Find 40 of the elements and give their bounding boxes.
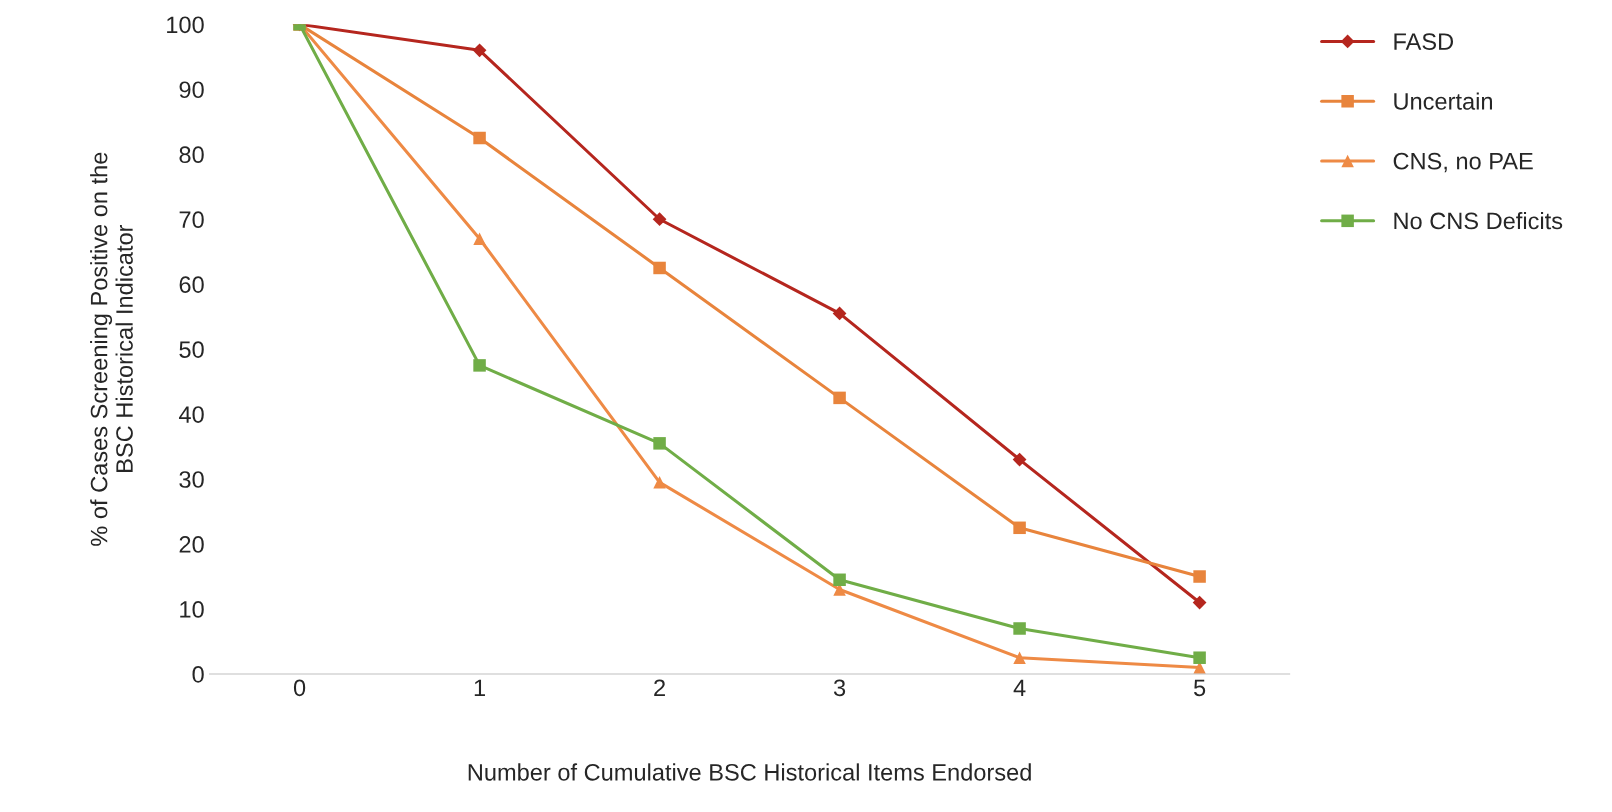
point [473, 131, 486, 145]
point [473, 232, 486, 245]
point [1012, 452, 1027, 467]
point [1013, 622, 1026, 635]
x-tick-label: 4 [1013, 679, 1026, 696]
point [1193, 651, 1206, 664]
point [473, 359, 486, 372]
y-tick-label: 100 [167, 16, 204, 34]
x-tick-label: 3 [833, 679, 846, 697]
point [833, 573, 846, 587]
point [653, 261, 666, 275]
x-axis-title: Number of Cumulative BSC Historical Items Endorsed [468, 763, 1031, 781]
point [833, 391, 846, 405]
y-tick-label: 30 [179, 471, 204, 488]
point [652, 212, 667, 227]
y-tick-label: 90 [179, 81, 204, 99]
y-tick-label: 0 [192, 666, 204, 683]
legend-label: No CNS Deficits [1394, 211, 1563, 230]
point [653, 476, 666, 489]
point [653, 437, 666, 450]
y-tick-label: 20 [179, 536, 204, 553]
x-tick-label: 5 [1193, 679, 1206, 697]
y-tick-label: 10 [180, 601, 204, 618]
y-tick-label: 40 [178, 406, 204, 423]
x-tick-label: 2 [654, 679, 665, 696]
legend-label: CNS, no PAE [1393, 152, 1533, 173]
legend-label: FASD [1394, 33, 1454, 50]
point [1013, 521, 1026, 535]
point [472, 43, 487, 58]
point [832, 306, 847, 321]
legend-label: Uncertain [1394, 92, 1492, 110]
x-tick-label: 0 [293, 679, 306, 697]
y-tick-label: 70 [179, 211, 204, 229]
y-axis-title: % of Cases Screening Positive on the BSC Historical Indicator [90, 152, 133, 546]
y-tick-label: 50 [179, 341, 204, 358]
point [1013, 651, 1026, 664]
y-tick-label: 80 [179, 146, 204, 164]
point [1193, 570, 1206, 583]
x-tick-label: 1 [474, 679, 485, 696]
y-tick-label: 60 [179, 276, 204, 293]
